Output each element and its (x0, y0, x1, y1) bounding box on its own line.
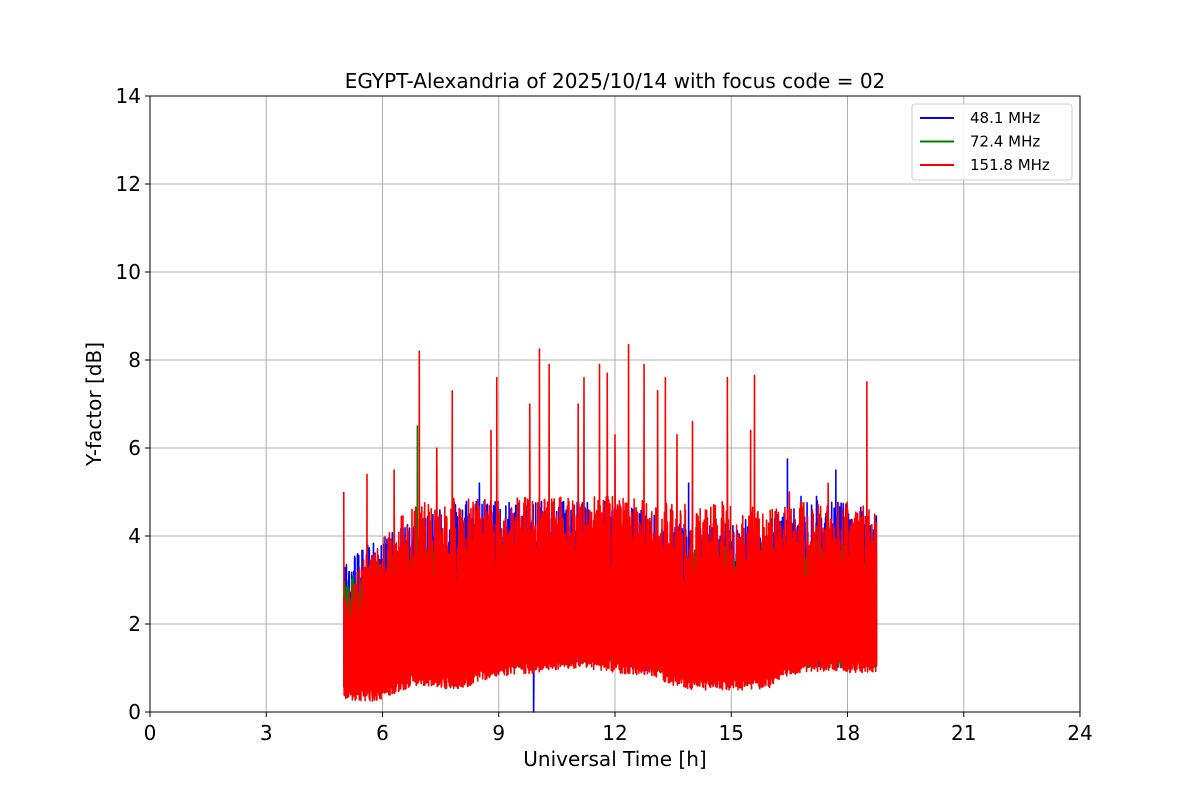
legend-box (911, 103, 1073, 181)
y-tick-label: 12 (116, 172, 141, 196)
y-tick-label: 4 (128, 524, 141, 548)
x-tick-label: 15 (719, 721, 744, 745)
legend: 48.1 MHz 72.4 MHz 151.8 MHz (911, 103, 1073, 181)
y-tick-label: 10 (116, 260, 141, 284)
y-axis-label: Y-factor [dB] (82, 342, 106, 467)
series-layer (342, 343, 878, 713)
x-tick-label: 12 (602, 721, 627, 745)
x-tick-label: 9 (492, 721, 505, 745)
y-axis: 0 2 4 6 8 10 12 14 (116, 84, 150, 724)
x-tick-label: 18 (835, 721, 860, 745)
x-tick-label: 3 (260, 721, 273, 745)
y-tick-label: 8 (128, 348, 141, 372)
chart-title: EGYPT-Alexandria of 2025/10/14 with focu… (345, 69, 886, 93)
y-tick-label: 2 (128, 612, 141, 636)
legend-label: 72.4 MHz (970, 133, 1040, 151)
y-tick-label: 14 (116, 84, 141, 108)
x-axis-label: Universal Time [h] (523, 747, 706, 771)
y-tick-label: 0 (128, 700, 141, 724)
x-tick-label: 21 (951, 721, 976, 745)
x-tick-label: 24 (1067, 721, 1092, 745)
series-line-151-8-mhz (342, 343, 878, 702)
y-tick-label: 6 (128, 436, 141, 460)
x-axis: 0 3 6 9 12 15 18 21 24 (144, 712, 1093, 745)
legend-label: 48.1 MHz (970, 109, 1040, 127)
x-tick-label: 6 (376, 721, 389, 745)
legend-label: 151.8 MHz (970, 156, 1050, 174)
x-tick-label: 0 (144, 721, 157, 745)
